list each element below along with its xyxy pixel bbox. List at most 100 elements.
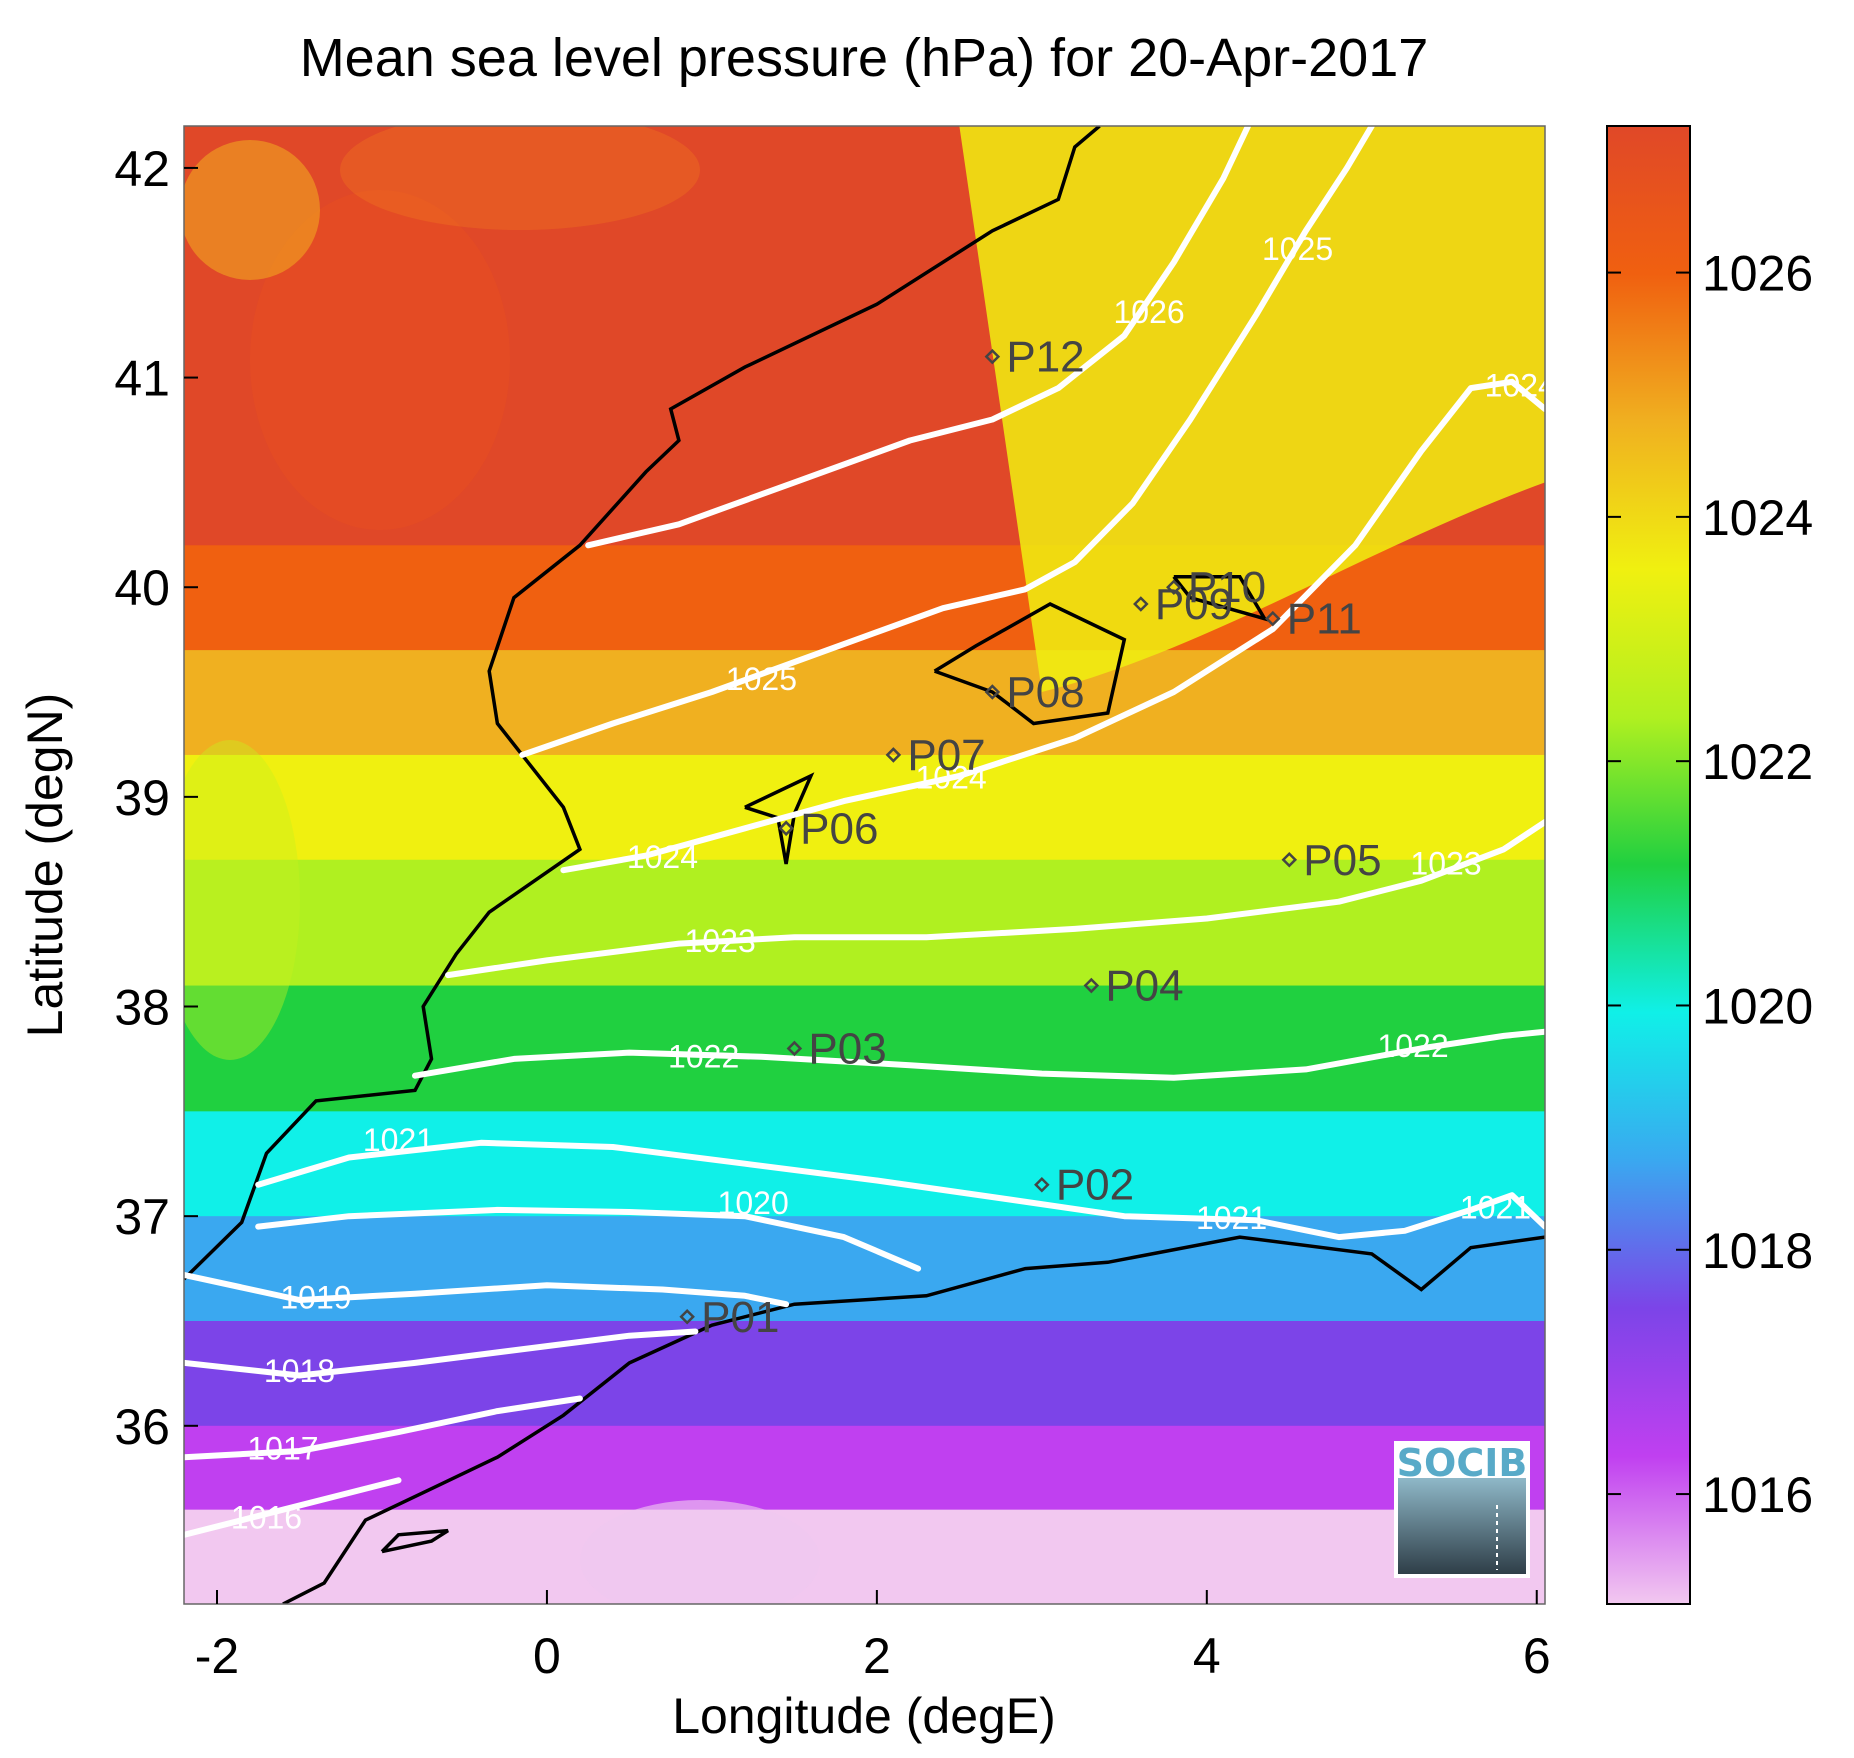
station-label: P03 (808, 1024, 886, 1073)
logo-text: SOCIB (1397, 1441, 1528, 1485)
coastline (184, 126, 1545, 1604)
station-label: P12 (1006, 333, 1084, 382)
colorbar-tick-label: 1016 (1702, 1467, 1813, 1523)
station-marker (885, 747, 902, 763)
x-tick-label: 2 (863, 1628, 891, 1684)
y-tick-label: 37 (114, 1189, 170, 1245)
isobar-label: 1021 (363, 1122, 434, 1158)
station-label: P01 (701, 1293, 779, 1342)
isobar-label: 1025 (1262, 231, 1333, 267)
isobar-label: 1024 (627, 839, 698, 875)
colorbar-gradient (1606, 125, 1691, 1605)
isobar-label: 1025 (726, 661, 797, 697)
isobar-1019 (184, 1271, 790, 1308)
pressure-field (184, 126, 1545, 1604)
isobar-label: 1023 (1410, 846, 1481, 882)
station-label: P10 (1188, 563, 1266, 612)
station-label: P05 (1303, 836, 1381, 885)
map-title: Mean sea level pressure (hPa) for 20-Apr… (300, 28, 1429, 88)
y-tick-label: 42 (114, 141, 170, 197)
colorbar-tick-label: 1018 (1702, 1223, 1813, 1279)
colorbar-ticks: 1016 1018 1020 1022 1024 1026 (1607, 246, 1813, 1523)
isobar-1017 (184, 1395, 583, 1461)
x-tick-label: -2 (195, 1628, 239, 1684)
y-tick-label: 38 (114, 980, 170, 1036)
station-marker (778, 820, 794, 837)
isobar-label: 1024 (916, 760, 987, 796)
coastline-segment (380, 1528, 449, 1554)
y-tick-label: 41 (114, 351, 170, 407)
x-tick-label: 4 (1193, 1628, 1221, 1684)
station-label: P11 (1287, 595, 1362, 644)
station-label: P06 (800, 804, 878, 853)
station-marker (679, 1309, 695, 1325)
isobar-label: 1018 (264, 1353, 335, 1389)
station-label: P04 (1105, 962, 1183, 1011)
isobar-1021 (255, 1139, 1545, 1241)
isobar-1023 (445, 819, 1545, 979)
y-axis-label: Latitude (degN) (17, 693, 73, 1038)
x-axis-label: Longitude (degE) (672, 1688, 1056, 1744)
y-tick-label: 40 (114, 560, 170, 616)
map-area: 1016 1017 1018 1019 1020 1021 1021 1021 1022 1022… (184, 126, 1556, 1604)
isobar-label: 1017 (247, 1430, 318, 1466)
station-marker (1133, 596, 1149, 612)
isobar-label: 1024 (1485, 368, 1556, 404)
y-tick-label: 39 (114, 770, 170, 826)
colorbar-tick-label: 1022 (1702, 734, 1813, 790)
coastline-segment (933, 602, 1127, 726)
colorbar: 1016 1018 1020 1022 1024 1026 (1606, 125, 1813, 1605)
x-axis: -2 0 2 4 6 (195, 1590, 1551, 1684)
isobar-label: 1019 (280, 1279, 351, 1315)
station-marker (1083, 977, 1100, 994)
y-tick-label: 36 (114, 1399, 170, 1455)
isobar-1020 (255, 1206, 922, 1272)
x-tick-label: 0 (533, 1628, 561, 1684)
field-sea-warm (959, 126, 1545, 693)
field-band (184, 859, 1545, 988)
field-band (184, 1111, 1545, 1219)
colorbar-tick-label: 1020 (1702, 978, 1813, 1034)
isobar-1026 (585, 126, 1252, 549)
coastline-segment (184, 126, 1101, 1281)
isobar-label: 1021 (1196, 1200, 1267, 1236)
isobar-1025 (519, 126, 1375, 758)
map-frame (183, 125, 1546, 1605)
field-band (184, 754, 1545, 862)
isobar-1018 (184, 1328, 699, 1379)
isobar-label: 1020 (718, 1185, 789, 1221)
field-band (184, 1320, 1545, 1428)
coastline-segment (1172, 574, 1269, 622)
station-marker (1281, 851, 1298, 868)
isobar-label: 1021 (1460, 1189, 1531, 1225)
station-marker (1265, 610, 1281, 627)
field-band (184, 650, 1545, 757)
colorbar-tick-label: 1024 (1702, 490, 1813, 546)
station-marker (1034, 1176, 1050, 1193)
coastline-segment (282, 1235, 1545, 1604)
station-label: P07 (907, 731, 985, 780)
isobar-labels: 1016 1017 1018 1019 1020 1021 1021 1021 1022 1022… (231, 231, 1556, 1536)
coastline-segment (744, 772, 815, 865)
isobar-label: 1026 (1113, 294, 1184, 330)
isobar-label: 1022 (1377, 1028, 1448, 1064)
station-marker (984, 348, 1001, 365)
isobar-1022 (412, 1028, 1545, 1081)
x-tick-label: 6 (1523, 1628, 1551, 1684)
station-label: P08 (1006, 668, 1084, 717)
isobar-1024 (560, 378, 1545, 874)
field-band (184, 1425, 1545, 1512)
land-pressure-patches (184, 126, 820, 1604)
station-marker (984, 684, 1001, 700)
isobar-label: 1022 (668, 1038, 739, 1074)
y-axis: 36 37 38 39 40 41 42 (114, 141, 198, 1455)
isobar-lines (184, 126, 1545, 1538)
station-marker (786, 1040, 803, 1057)
colorbar-tick-label: 1026 (1702, 246, 1813, 302)
station-marker (1166, 579, 1182, 595)
field-band (184, 1216, 1545, 1323)
socib-logo: SOCIB (1394, 1441, 1530, 1578)
station-label: P02 (1056, 1161, 1134, 1210)
isobar-label: 1016 (231, 1500, 302, 1536)
